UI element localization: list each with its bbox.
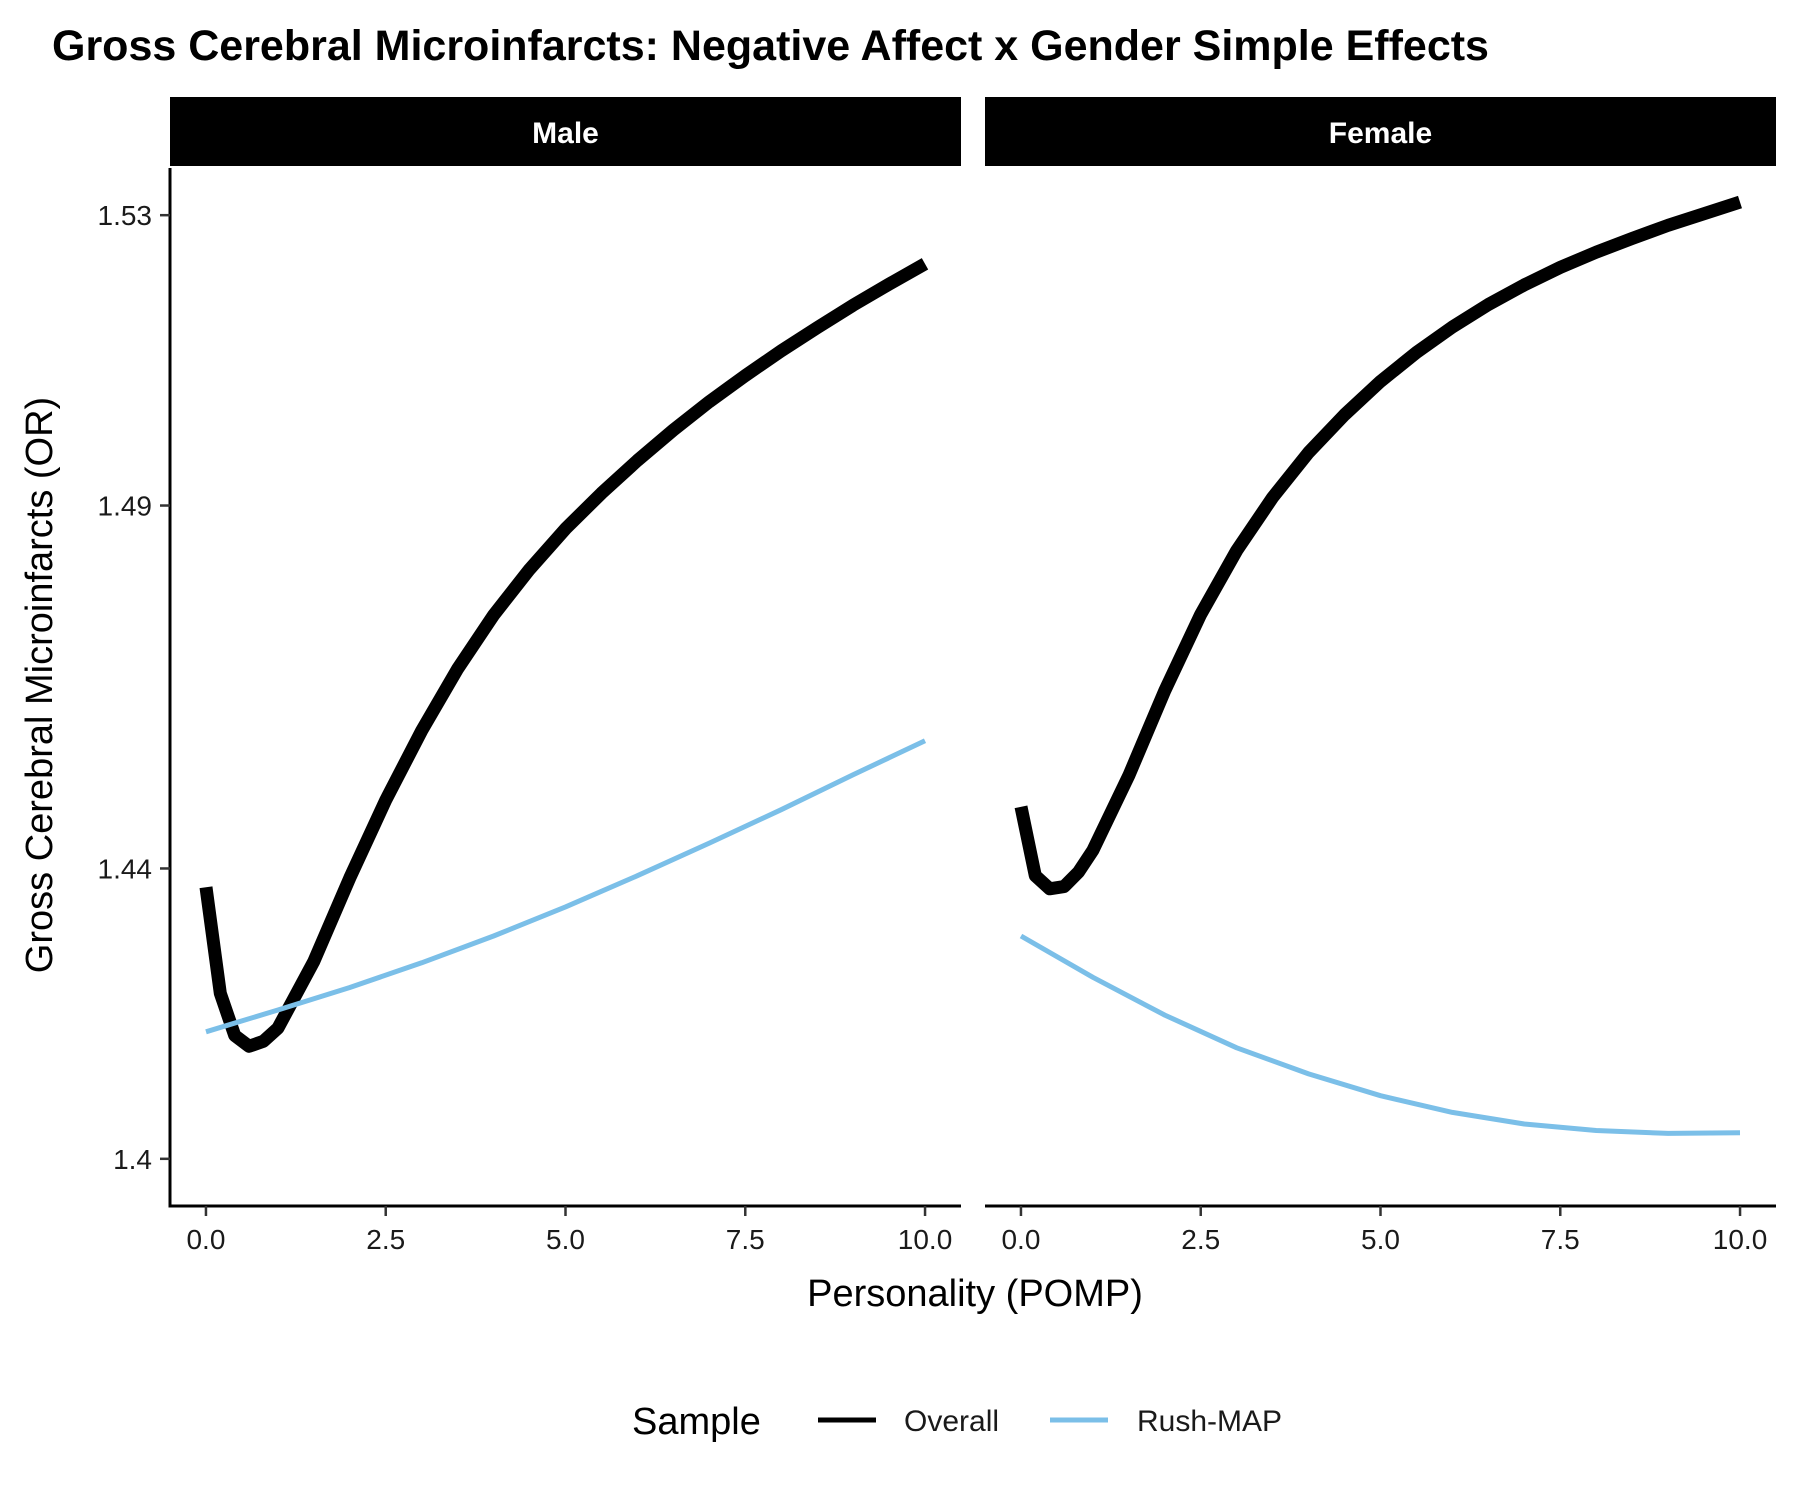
y-axis: 1.4 1.44 1.49 1.53 [98,168,172,1208]
x-tick-label-female: 0.0 [1001,1224,1040,1255]
strip-female [985,97,1776,166]
x-tick-label-female: 10.0 [1713,1224,1768,1255]
strip-male [170,97,961,166]
strip-label-female: Female [1329,117,1432,150]
panel-female: Female 0.0 2.5 5.0 7.5 10.0 [985,97,1776,1255]
x-tick-label-male: 2.5 [366,1224,405,1255]
series-line-male-rush-map [205,738,927,1035]
legend-label-rush-map: Rush-MAP [1137,1405,1282,1438]
y-tick-label: 1.44 [98,853,153,884]
x-tick-label-male: 10.0 [898,1224,953,1255]
strip-label-male: Male [532,117,599,150]
legend-title: Sample [632,1401,761,1443]
legend-label-overall: Overall [904,1405,999,1438]
x-tick-label-male: 0.0 [186,1224,225,1255]
x-tick-label-female: 7.5 [1541,1224,1580,1255]
y-tick-label: 1.4 [113,1144,152,1175]
y-tick-label: 1.53 [98,200,153,231]
y-tick-label: 1.49 [98,491,153,522]
x-tick-label-male: 7.5 [726,1224,765,1255]
series-line-male-overall [199,258,929,1053]
series-line-female-rush-map [1019,933,1741,1136]
panels-layer: Male 0.0 2.5 5.0 7.5 10.0 Female 0.0 2.5 5.0 7.5 10… [170,97,1776,1255]
x-tick-label-male: 5.0 [546,1224,585,1255]
x-tick-label-female: 5.0 [1361,1224,1400,1255]
x-axis-title: Personality (POMP) [807,1273,1143,1315]
panel-male: Male 0.0 2.5 5.0 7.5 10.0 [170,97,961,1255]
y-axis-title: Gross Cerebral Microinfarcts (OR) [19,397,61,973]
x-tick-label-female: 2.5 [1181,1224,1220,1255]
legend: Sample Overall Rush-MAP [632,1401,1282,1443]
chart-title: Gross Cerebral Microinfarcts: Negative A… [52,22,1489,70]
series-line-female-overall [1014,195,1742,896]
